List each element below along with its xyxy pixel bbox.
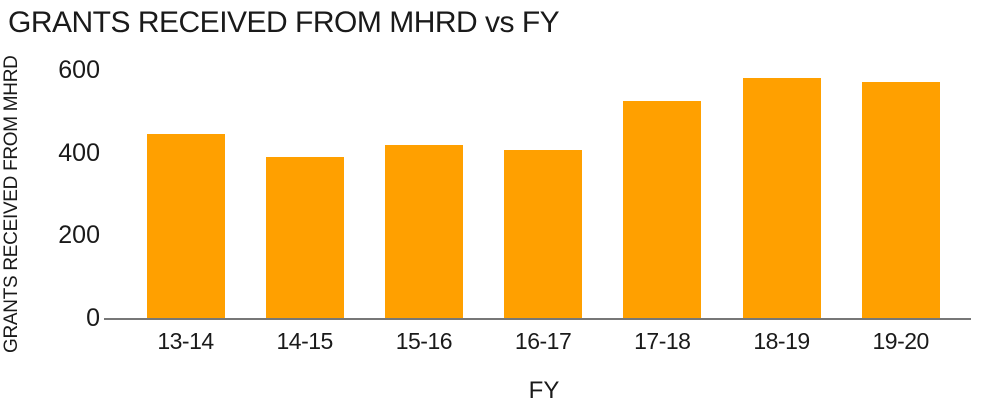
x-axis-ticks: 13-14 14-15 15-16 16-17 17-18 18-19 19-20: [0, 328, 983, 354]
bar-14-15: [265, 157, 344, 319]
y-tick-label: 400: [58, 138, 100, 167]
x-tick-label-18-19: 18-19: [753, 328, 810, 354]
x-tick-label-15-16: 15-16: [395, 328, 453, 354]
x-tick-label-17-18: 17-18: [634, 328, 691, 354]
y-tick-label: 200: [58, 221, 100, 250]
chart-title: GRANTS RECEIVED FROM MHRD vs FY: [8, 6, 560, 39]
x-tick-label-13-14: 13-14: [157, 328, 214, 354]
plot-area: [104, 0, 971, 319]
bar-18-19: [742, 78, 821, 319]
x-tick-label-19-20: 19-20: [872, 328, 930, 354]
x-tick-label-14-15: 14-15: [276, 328, 334, 354]
bar-15-16: [384, 145, 463, 319]
bar-16-17: [504, 150, 583, 319]
x-axis-title: FY: [528, 377, 560, 404]
y-tick-label: 0: [86, 304, 100, 332]
x-tick-label-16-17: 16-17: [514, 328, 572, 354]
y-axis-ticks: 0 200 400 600: [0, 0, 100, 340]
y-tick-label: 600: [58, 56, 100, 85]
bar-13-14: [146, 134, 225, 319]
x-axis-line: [104, 318, 971, 320]
bar-17-18: [623, 101, 702, 319]
bar-19-20: [861, 82, 940, 319]
